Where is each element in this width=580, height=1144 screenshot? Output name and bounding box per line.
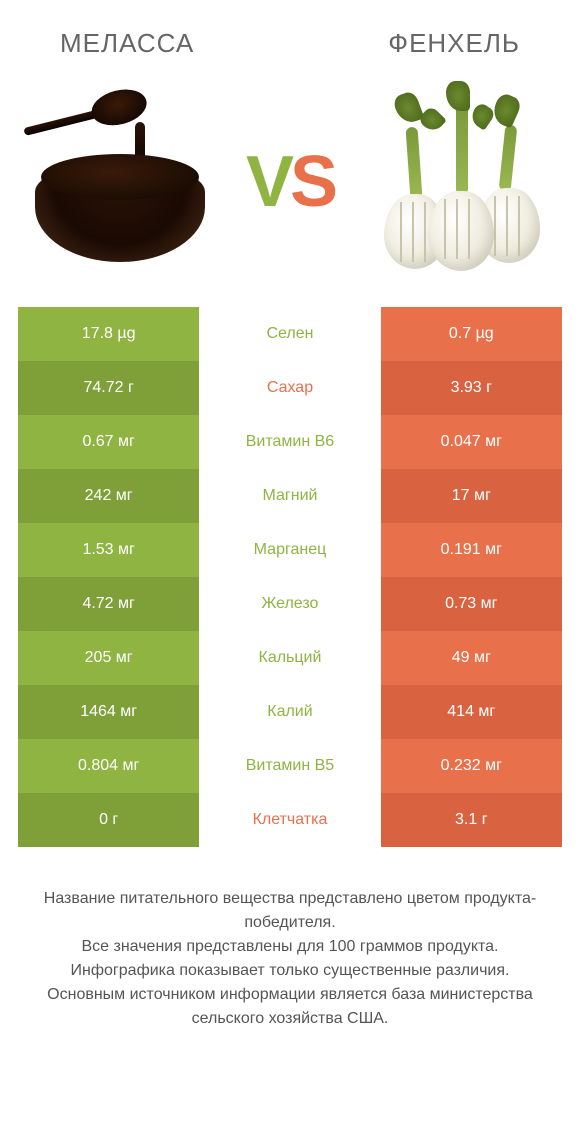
value-left: 1.53 мг	[18, 523, 199, 577]
value-left: 4.72 мг	[18, 577, 199, 631]
value-right: 0.232 мг	[381, 739, 562, 793]
value-left: 205 мг	[18, 631, 199, 685]
header: МЕЛАССА ФЕНХЕЛЬ	[0, 0, 580, 77]
footer-line: Основным источником информации является …	[30, 983, 550, 1031]
nutrient-name: Селен	[199, 307, 380, 361]
nutrient-name: Магний	[199, 469, 380, 523]
value-right: 17 мг	[381, 469, 562, 523]
table-row: 4.72 мгЖелезо0.73 мг	[18, 577, 562, 631]
image-row: VS	[0, 77, 580, 307]
vs-label: VS	[246, 141, 334, 223]
product-left-image	[20, 82, 220, 282]
value-right: 0.047 мг	[381, 415, 562, 469]
value-left: 0 г	[18, 793, 199, 847]
value-right: 0.7 µg	[381, 307, 562, 361]
table-row: 242 мгМагний17 мг	[18, 469, 562, 523]
value-left: 0.804 мг	[18, 739, 199, 793]
table-row: 1.53 мгМарганец0.191 мг	[18, 523, 562, 577]
table-row: 1464 мгКалий414 мг	[18, 685, 562, 739]
vs-s: S	[290, 141, 334, 223]
footer-line: Все значения представлены для 100 граммо…	[30, 935, 550, 959]
footer-note: Название питательного вещества представл…	[0, 847, 580, 1031]
nutrient-name: Марганец	[199, 523, 380, 577]
footer-line: Название питательного вещества представл…	[30, 887, 550, 935]
nutrient-name: Витамин B6	[199, 415, 380, 469]
table-row: 17.8 µgСелен0.7 µg	[18, 307, 562, 361]
value-right: 0.73 мг	[381, 577, 562, 631]
footer-line: Инфографика показывает только существенн…	[30, 959, 550, 983]
value-left: 17.8 µg	[18, 307, 199, 361]
value-right: 3.1 г	[381, 793, 562, 847]
nutrient-name: Сахар	[199, 361, 380, 415]
table-row: 0 гКлетчатка3.1 г	[18, 793, 562, 847]
table-row: 0.804 мгВитамин B50.232 мг	[18, 739, 562, 793]
value-right: 3.93 г	[381, 361, 562, 415]
value-left: 0.67 мг	[18, 415, 199, 469]
value-right: 414 мг	[381, 685, 562, 739]
table-row: 0.67 мгВитамин B60.047 мг	[18, 415, 562, 469]
nutrient-name: Кальций	[199, 631, 380, 685]
product-right-title: ФЕНХЕЛЬ	[388, 28, 520, 59]
table-row: 205 мгКальций49 мг	[18, 631, 562, 685]
nutrient-name: Клетчатка	[199, 793, 380, 847]
table-row: 74.72 гСахар3.93 г	[18, 361, 562, 415]
product-right-image	[360, 82, 560, 282]
nutrient-name: Железо	[199, 577, 380, 631]
value-left: 1464 мг	[18, 685, 199, 739]
value-left: 242 мг	[18, 469, 199, 523]
vs-v: V	[246, 141, 290, 223]
product-left-title: МЕЛАССА	[60, 28, 194, 59]
nutrient-name: Витамин B5	[199, 739, 380, 793]
value-right: 0.191 мг	[381, 523, 562, 577]
value-left: 74.72 г	[18, 361, 199, 415]
comparison-table: 17.8 µgСелен0.7 µg74.72 гСахар3.93 г0.67…	[0, 307, 580, 847]
value-right: 49 мг	[381, 631, 562, 685]
nutrient-name: Калий	[199, 685, 380, 739]
